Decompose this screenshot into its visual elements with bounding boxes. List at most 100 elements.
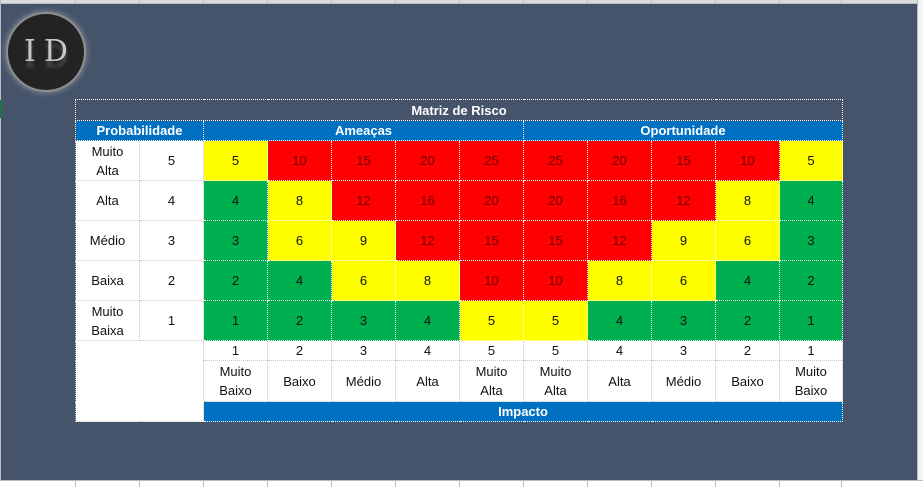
- threat-score-cell[interactable]: 4: [203, 180, 268, 221]
- probability-level: 5: [139, 140, 204, 181]
- opportunity-score-cell[interactable]: 10: [715, 140, 780, 181]
- column-gridline: [395, 480, 396, 487]
- opportunity-score-cell[interactable]: 9: [651, 220, 716, 261]
- column-gridline: [651, 0, 652, 3]
- blank-corner-cell: [75, 340, 204, 422]
- probability-label: Médio: [75, 220, 140, 261]
- sheet-left-edge: [0, 0, 1, 487]
- threat-score-cell[interactable]: 5: [459, 300, 524, 341]
- opportunity-score-cell[interactable]: 12: [651, 180, 716, 221]
- column-gridline: [587, 0, 588, 3]
- opportunity-score-cell[interactable]: 4: [587, 300, 652, 341]
- opportunity-score-cell[interactable]: 5: [523, 300, 588, 341]
- sheet-column-grid-top: [0, 0, 923, 4]
- opportunity-score-cell[interactable]: 8: [715, 180, 780, 221]
- threat-score-cell[interactable]: 3: [203, 220, 268, 261]
- opportunity-score-cell[interactable]: 4: [715, 260, 780, 301]
- impact-label: Médio: [331, 360, 396, 402]
- opportunity-score-cell[interactable]: 2: [779, 260, 843, 301]
- impact-label: Muito Baixo: [203, 360, 268, 402]
- opportunity-score-cell[interactable]: 3: [779, 220, 843, 261]
- opportunity-score-cell[interactable]: 3: [651, 300, 716, 341]
- threat-score-cell[interactable]: 12: [395, 220, 460, 261]
- impact-label-line1: Alta: [608, 373, 631, 389]
- probability-level: 1: [139, 300, 204, 341]
- opportunity-score-cell[interactable]: 4: [779, 180, 843, 221]
- threat-score-cell[interactable]: 15: [331, 140, 396, 181]
- column-gridline: [779, 0, 780, 3]
- threat-score-cell[interactable]: 20: [395, 140, 460, 181]
- threat-score-cell[interactable]: 20: [459, 180, 524, 221]
- opportunity-score-cell[interactable]: 16: [587, 180, 652, 221]
- probability-level: 3: [139, 220, 204, 261]
- threat-score-cell[interactable]: 9: [331, 220, 396, 261]
- opportunity-score-cell[interactable]: 2: [715, 300, 780, 341]
- column-gridline: [331, 480, 332, 487]
- threat-score-cell[interactable]: 8: [395, 260, 460, 301]
- selected-row-marker: [0, 100, 2, 118]
- opportunity-score-cell[interactable]: 12: [587, 220, 652, 261]
- threat-score-cell[interactable]: 10: [267, 140, 332, 181]
- probability-label-line1: Alta: [96, 193, 119, 208]
- column-gridline: [267, 0, 268, 3]
- sheet-right-edge: [917, 0, 923, 487]
- impact-label: Muito Alta: [523, 360, 588, 402]
- threat-score-cell[interactable]: 15: [459, 220, 524, 261]
- matrix-title: Matriz de Risco: [75, 99, 843, 121]
- opportunity-score-cell[interactable]: 15: [651, 140, 716, 181]
- impact-label-line2: Alta: [544, 383, 567, 398]
- threat-score-cell[interactable]: 4: [395, 300, 460, 341]
- opportunity-score-cell[interactable]: 8: [587, 260, 652, 301]
- threat-score-cell[interactable]: 3: [331, 300, 396, 341]
- opportunity-score-cell[interactable]: 6: [651, 260, 716, 301]
- column-gridline: [203, 480, 204, 487]
- probability-level: 4: [139, 180, 204, 221]
- probability-label: Muito Alta: [75, 140, 140, 181]
- impact-label-line1: Baixo: [731, 373, 764, 389]
- impact-label-line2: Alta: [480, 383, 503, 398]
- probability-label-line2: Baixa: [91, 322, 124, 338]
- impact-number: 4: [587, 340, 652, 361]
- column-gridline: [841, 0, 842, 3]
- probability-label-line1: Médio: [89, 233, 126, 248]
- threat-score-cell[interactable]: 10: [459, 260, 524, 301]
- threat-score-cell[interactable]: 25: [459, 140, 524, 181]
- impact-number: 3: [651, 340, 716, 361]
- impact-label-line1: Muito: [475, 364, 508, 379]
- opportunity-score-cell[interactable]: 10: [523, 260, 588, 301]
- threat-score-cell[interactable]: 8: [267, 180, 332, 221]
- impact-label: Alta: [395, 360, 460, 402]
- threat-score-cell[interactable]: 6: [267, 220, 332, 261]
- threat-score-cell[interactable]: 2: [267, 300, 332, 341]
- impact-number: 5: [523, 340, 588, 361]
- threat-score-cell[interactable]: 5: [203, 140, 268, 181]
- column-gridline: [331, 0, 332, 3]
- impact-labels-row: Muito Baixo Baixo Médio Alta Muito Alta Muito Al…: [76, 360, 843, 402]
- opportunity-score-cell[interactable]: 1: [779, 300, 843, 341]
- threat-score-cell[interactable]: 6: [331, 260, 396, 301]
- opportunity-score-cell[interactable]: 25: [523, 140, 588, 181]
- impact-label: Médio: [651, 360, 716, 402]
- threat-score-cell[interactable]: 16: [395, 180, 460, 221]
- column-gridline: [715, 0, 716, 3]
- threat-score-cell[interactable]: 2: [203, 260, 268, 301]
- opportunity-score-cell[interactable]: 20: [587, 140, 652, 181]
- column-gridline: [139, 480, 140, 487]
- probability-header: Probabilidade: [75, 120, 204, 141]
- opportunity-score-cell[interactable]: 15: [523, 220, 588, 261]
- impact-number: 5: [459, 340, 524, 361]
- column-gridline: [75, 0, 76, 3]
- opportunity-score-cell[interactable]: 20: [523, 180, 588, 221]
- probability-label: Alta: [75, 180, 140, 221]
- logo-text: ID: [24, 33, 76, 69]
- impact-label-line1: Muito: [219, 364, 252, 379]
- threat-score-cell[interactable]: 4: [267, 260, 332, 301]
- threat-score-cell[interactable]: 1: [203, 300, 268, 341]
- opportunity-score-cell[interactable]: 5: [779, 140, 843, 181]
- column-gridline: [523, 480, 524, 487]
- column-gridline: [651, 480, 652, 487]
- opportunities-header: Oportunidade: [523, 120, 843, 141]
- opportunity-score-cell[interactable]: 6: [715, 220, 780, 261]
- threat-score-cell[interactable]: 12: [331, 180, 396, 221]
